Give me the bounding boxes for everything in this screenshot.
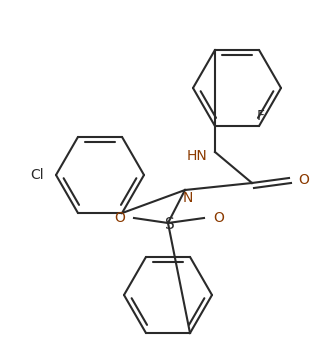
Text: N: N [183,191,193,205]
Text: HN: HN [186,149,207,163]
Text: F: F [257,109,265,123]
Text: Cl: Cl [30,168,44,182]
Text: O: O [298,173,309,187]
Text: O: O [213,211,224,225]
Text: S: S [165,216,175,231]
Text: O: O [114,211,125,225]
